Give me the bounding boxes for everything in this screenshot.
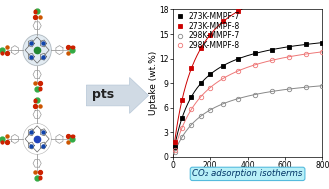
298K-MMPF-8 [180,126,184,129]
298K-MMPF-7 [173,151,177,153]
298K-MMPF-8 [270,59,274,61]
298K-MMPF-8 [173,149,177,151]
298K-MMPF-7 [221,103,225,105]
298K-MMPF-7 [208,109,212,111]
273K-MMPF-7 [208,73,212,75]
273K-MMPF-7 [253,52,257,55]
Text: pts: pts [92,88,114,101]
273K-MMPF-8 [221,20,225,23]
273K-MMPF-7 [221,64,225,67]
273K-MMPF-8 [190,67,193,69]
298K-MMPF-7 [180,136,184,138]
273K-MMPF-8 [199,47,203,50]
298K-MMPF-7 [270,90,274,93]
298K-MMPF-8 [208,87,212,89]
273K-MMPF-8 [253,2,257,4]
298K-MMPF-7 [253,93,257,96]
273K-MMPF-8 [236,10,240,12]
Polygon shape [23,35,51,66]
Legend: 273K-MMPF-7, 273K-MMPF-8, 298K-MMPF-7, 298K-MMPF-8: 273K-MMPF-7, 273K-MMPF-8, 298K-MMPF-7, 2… [174,11,240,51]
298K-MMPF-8 [190,108,193,110]
273K-MMPF-7 [320,42,324,44]
273K-MMPF-7 [180,117,184,119]
X-axis label: Pressure (Torr): Pressure (Torr) [215,171,280,180]
298K-MMPF-7 [199,115,203,117]
298K-MMPF-8 [253,64,257,66]
273K-MMPF-7 [304,43,308,46]
298K-MMPF-8 [221,77,225,80]
273K-MMPF-7 [236,58,240,60]
Text: CO₂ adsorption isotherms: CO₂ adsorption isotherms [192,169,303,178]
273K-MMPF-7 [199,82,203,84]
273K-MMPF-8 [208,34,212,36]
298K-MMPF-8 [199,96,203,98]
298K-MMPF-7 [236,98,240,100]
273K-MMPF-7 [190,95,193,98]
273K-MMPF-7 [287,46,291,48]
298K-MMPF-7 [190,123,193,126]
298K-MMPF-8 [287,56,291,58]
273K-MMPF-7 [270,49,274,51]
273K-MMPF-8 [180,99,184,101]
298K-MMPF-7 [287,88,291,90]
298K-MMPF-8 [236,70,240,72]
298K-MMPF-8 [304,53,308,55]
FancyArrow shape [86,77,148,113]
298K-MMPF-8 [320,51,324,53]
Y-axis label: Uptake (wt.%): Uptake (wt.%) [149,51,158,115]
273K-MMPF-8 [173,141,177,143]
Line: 273K-MMPF-7: 273K-MMPF-7 [172,40,325,149]
Line: 273K-MMPF-8: 273K-MMPF-8 [172,0,325,144]
298K-MMPF-7 [320,84,324,87]
Line: 298K-MMPF-8: 298K-MMPF-8 [172,50,325,152]
298K-MMPF-7 [304,86,308,88]
273K-MMPF-7 [173,146,177,148]
Line: 298K-MMPF-7: 298K-MMPF-7 [172,84,325,154]
